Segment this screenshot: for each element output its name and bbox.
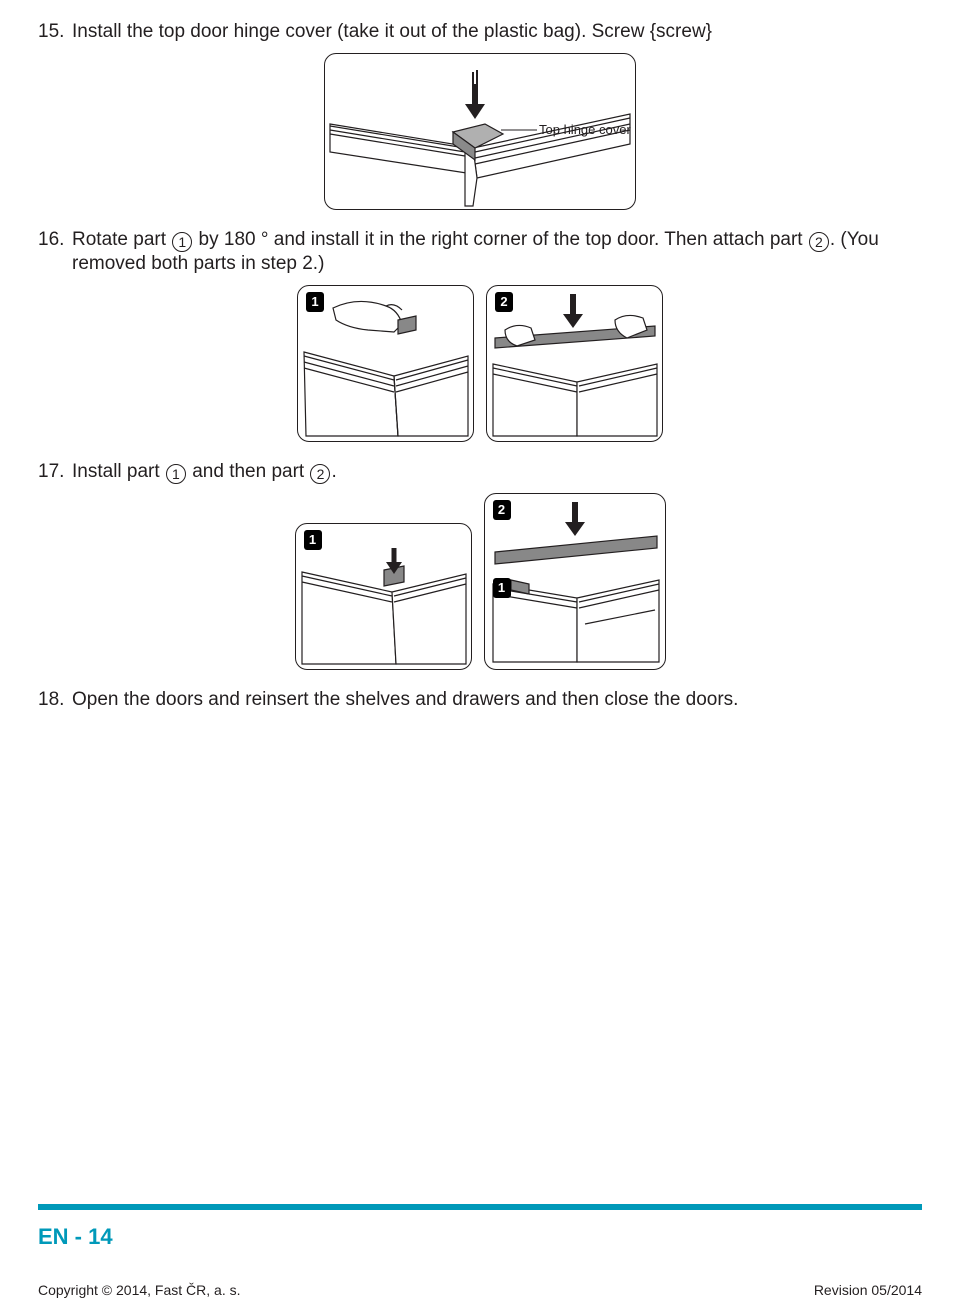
step-17-text: Install part 1 and then part 2. (72, 460, 922, 485)
badge-2c: 2 (493, 500, 511, 520)
step-18-num: 18. (38, 688, 72, 713)
step-16-text: Rotate part 1 by 180 ° and install it in… (72, 228, 922, 277)
step-18: 18. Open the doors and reinsert the shel… (38, 688, 922, 713)
figure-17-right: 2 1 (484, 493, 666, 670)
figure-16-left: 1 (297, 285, 474, 442)
step-16-num: 16. (38, 228, 72, 277)
step-17-text-a: Install part (72, 461, 165, 482)
page-number: EN - 14 (38, 1224, 113, 1250)
footer-rule (38, 1204, 922, 1210)
step-17-num: 17. (38, 460, 72, 485)
circled-1b: 1 (166, 464, 186, 484)
step-17-text-c: . (331, 461, 336, 482)
circled-1: 1 (172, 232, 192, 252)
badge-2: 2 (495, 292, 513, 312)
step-15-text: Install the top door hinge cover (take i… (72, 20, 922, 45)
figure-15-callout: Top hinge cover (left) (539, 122, 635, 137)
step-17-text-b: and then part (187, 461, 310, 482)
figure-17-left: 1 (295, 523, 472, 670)
figure-16-row: 1 2 (38, 285, 922, 442)
circled-2: 2 (809, 232, 829, 252)
figure-15-row: Top hinge cover (left) (38, 53, 922, 210)
page: 15. Install the top door hinge cover (ta… (0, 0, 960, 1308)
step-16-text-a: Rotate part (72, 229, 171, 250)
badge-1c: 1 (304, 530, 322, 550)
badge-1: 1 (306, 292, 324, 312)
copyright: Copyright © 2014, Fast ČR, a. s. (38, 1282, 241, 1298)
revision: Revision 05/2014 (814, 1282, 922, 1298)
figure-17-row: 1 2 1 (38, 493, 922, 670)
step-16: 16. Rotate part 1 by 180 ° and install i… (38, 228, 922, 277)
figure-15: Top hinge cover (left) (324, 53, 636, 210)
circled-2b: 2 (310, 464, 330, 484)
step-17: 17. Install part 1 and then part 2. (38, 460, 922, 485)
step-18-text: Open the doors and reinsert the shelves … (72, 688, 922, 713)
figure-16-right: 2 (486, 285, 663, 442)
step-16-text-b: by 180 ° and install it in the right cor… (193, 229, 808, 250)
step-15-num: 15. (38, 20, 72, 45)
badge-1d: 1 (493, 578, 511, 598)
step-15: 15. Install the top door hinge cover (ta… (38, 20, 922, 45)
